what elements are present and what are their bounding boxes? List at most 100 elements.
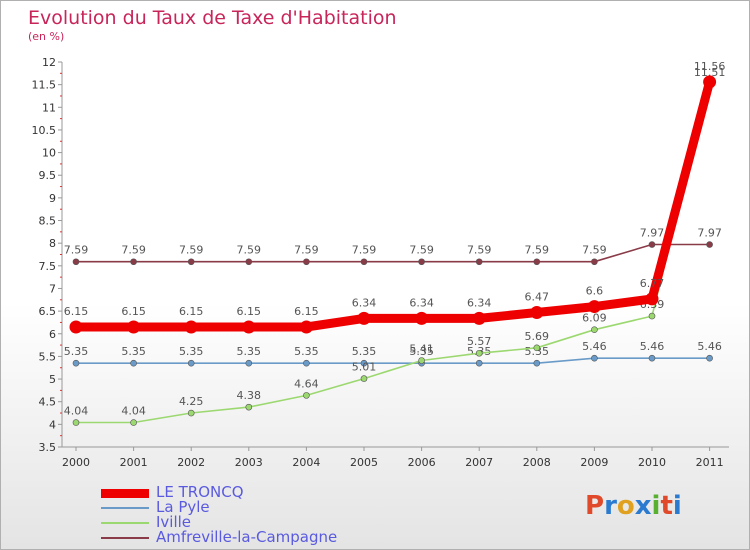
data-label: 6.34 [409, 296, 434, 309]
data-label: 7.59 [352, 244, 377, 257]
data-label: 6.15 [121, 305, 146, 318]
data-label: 7.59 [121, 244, 146, 257]
y-tick-label: 10.5 [32, 124, 57, 137]
y-tick-label: 4.5 [39, 396, 57, 409]
data-point [475, 258, 483, 266]
data-point [127, 320, 141, 334]
data-label: 6.77 [640, 277, 665, 290]
data-point [187, 409, 195, 417]
data-label: 6.6 [586, 285, 604, 298]
data-label: 7.59 [467, 244, 492, 257]
data-label: 7.59 [582, 244, 607, 257]
data-point [360, 359, 368, 367]
series-line [76, 357, 710, 364]
data-label: 7.59 [525, 244, 550, 257]
x-tick-label: 2006 [408, 456, 436, 469]
data-label: 5.35 [352, 345, 377, 358]
data-label: 5.46 [697, 340, 722, 353]
data-point [533, 344, 541, 352]
data-label: 5.35 [64, 345, 89, 358]
logo-letter: i [672, 491, 682, 521]
data-point [648, 312, 656, 320]
series-line [76, 80, 714, 332]
data-label: 5.69 [525, 330, 550, 343]
data-label: 5.35 [409, 345, 434, 358]
data-point [648, 241, 656, 248]
data-label: 7.59 [237, 244, 262, 257]
series-line [76, 84, 711, 424]
data-label: 5.57 [467, 335, 492, 348]
data-label: 7.97 [697, 227, 722, 240]
x-tick-label: 2010 [638, 456, 666, 469]
legend-label: LE TRONCQ [156, 483, 244, 501]
y-tick-label: 5.5 [39, 350, 57, 363]
data-label: 7.59 [64, 244, 89, 257]
data-label: 5.01 [352, 361, 377, 374]
data-label: 6.15 [294, 305, 319, 318]
data-label: 6.15 [237, 305, 262, 318]
data-label: 7.97 [640, 227, 665, 240]
y-tick-label: 11.5 [32, 79, 57, 92]
data-point [130, 419, 137, 426]
data-label: 6.15 [64, 305, 89, 318]
data-point [587, 300, 601, 314]
x-tick-label: 2007 [465, 456, 493, 469]
data-point [475, 359, 483, 367]
legend-label: La Pyle [156, 498, 210, 516]
data-label: 6.09 [582, 312, 607, 325]
x-tick-label: 2004 [292, 456, 320, 469]
data-label: 5.46 [640, 340, 665, 353]
data-point [245, 403, 253, 411]
y-tick-label: 3.5 [39, 441, 57, 454]
data-point [303, 359, 310, 367]
data-point [591, 326, 598, 333]
data-label: 7.59 [409, 244, 434, 257]
y-tick-label: 10 [42, 147, 56, 160]
logo-letter: P [585, 491, 605, 521]
data-label: 5.35 [179, 345, 204, 358]
y-tick-label: 5 [49, 373, 56, 386]
data-label: 11.56 [694, 60, 726, 73]
x-tick-label: 2003 [235, 456, 263, 469]
data-label: 5.35 [237, 345, 262, 358]
data-point [130, 258, 137, 266]
chart-unit: (en %) [28, 30, 65, 43]
x-tick-label: 2011 [696, 456, 724, 469]
data-point [245, 258, 253, 266]
proxiti-logo: Proxiti [585, 491, 682, 521]
data-label: 5.35 [294, 345, 319, 358]
legend-label: Amfreville-la-Campagne [156, 528, 338, 546]
y-tick-label: 11 [42, 101, 56, 114]
y-tick-label: 6 [49, 328, 56, 341]
data-point [475, 349, 483, 357]
data-label: 5.35 [121, 345, 146, 358]
data-point [418, 357, 425, 364]
data-label: 4.38 [237, 389, 262, 402]
data-point [415, 311, 429, 325]
y-tick-label: 4 [49, 418, 56, 431]
legend-swatch [101, 522, 149, 524]
logo-letter: r [604, 491, 617, 521]
data-point [187, 258, 195, 266]
y-tick-label: 9 [49, 192, 56, 205]
data-label: 4.25 [179, 395, 204, 408]
data-point [72, 359, 80, 367]
data-point [303, 258, 310, 266]
logo-letter: x [634, 491, 652, 521]
data-label: 7.59 [294, 244, 319, 257]
data-label: 7.59 [179, 244, 204, 257]
logo-letter: i [651, 491, 661, 521]
data-point [591, 354, 598, 362]
y-tick-label: 8 [49, 237, 56, 250]
data-point [706, 241, 713, 248]
data-point [360, 375, 368, 382]
data-label: 4.04 [121, 405, 146, 418]
y-tick-label: 7 [49, 282, 56, 295]
y-tick-label: 7.5 [39, 260, 57, 273]
data-point [299, 320, 313, 334]
chart-title: Evolution du Taux de Taxe d'Habitation [28, 7, 397, 29]
x-tick-label: 2005 [350, 456, 378, 469]
data-point [418, 258, 425, 266]
